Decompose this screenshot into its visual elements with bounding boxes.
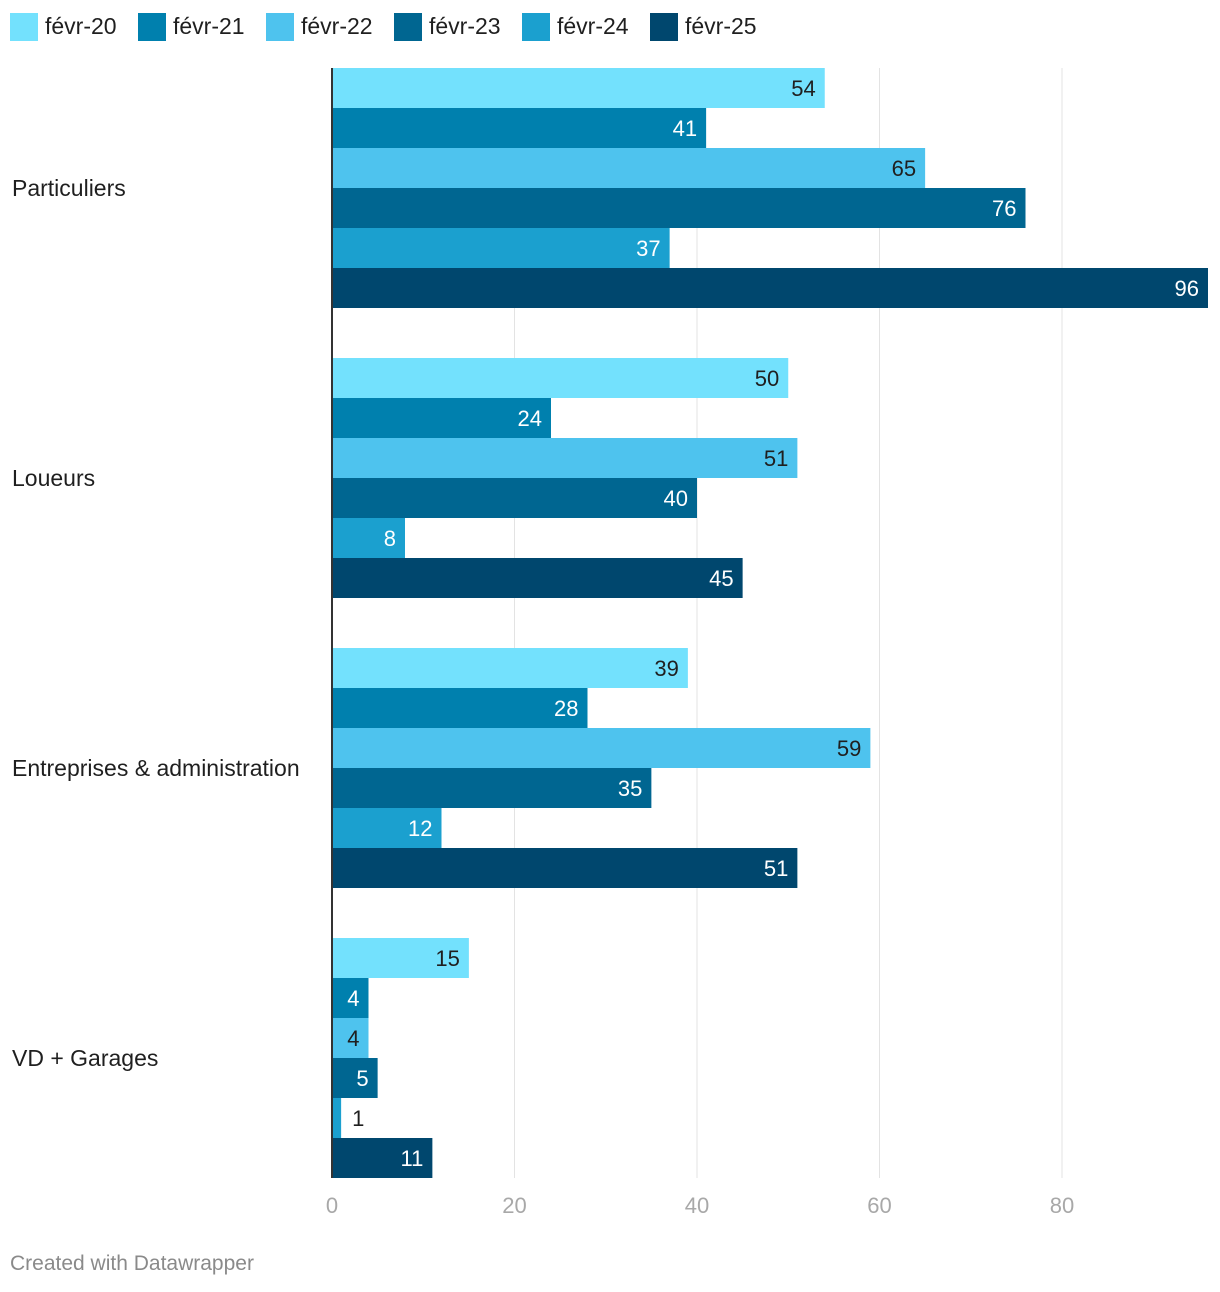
category-label: Loueurs: [12, 465, 95, 491]
bar-value-label: 54: [791, 76, 815, 101]
bar: [332, 108, 707, 148]
bar-value-label: 4: [347, 1026, 359, 1051]
footer-credit: Created with Datawrapper: [10, 1252, 254, 1275]
bar: [332, 1138, 433, 1178]
bar: [332, 938, 469, 978]
bar-value-label: 39: [654, 656, 678, 681]
bar: [332, 398, 551, 438]
bar: [332, 268, 1208, 308]
bar-value-label: 8: [384, 526, 396, 551]
category-labels: Particuliers Loueurs Entreprises & adminis…: [12, 175, 300, 1071]
x-tick-label: 80: [1050, 1193, 1074, 1218]
bar-value-label: 51: [764, 856, 788, 881]
legend-label: févr-23: [429, 13, 501, 39]
bar-value-label: 5: [356, 1066, 368, 1091]
bar: [332, 1098, 342, 1138]
category-label: VD + Garages: [12, 1045, 158, 1071]
bar-value-label: 76: [992, 196, 1016, 221]
bar-value-label: 4: [347, 986, 359, 1011]
x-tick-label: 20: [502, 1193, 526, 1218]
bar: [332, 978, 369, 1018]
legend-swatch: [10, 13, 38, 41]
x-tick-label: 40: [685, 1193, 709, 1218]
bar: [332, 1058, 378, 1098]
bar-value-label: 96: [1175, 276, 1199, 301]
bar: [332, 228, 670, 268]
bar: [332, 188, 1026, 228]
bar: [332, 768, 652, 808]
bar-value-label: 41: [673, 116, 697, 141]
legend-swatch: [138, 13, 166, 41]
legend-swatch: [650, 13, 678, 41]
bar: [332, 1018, 369, 1058]
bar-value-label: 11: [401, 1146, 424, 1171]
bar-value-label: 65: [892, 156, 916, 181]
legend: févr-20 févr-21 févr-22 févr-23 févr-24 févr-…: [10, 13, 757, 41]
bar-value-label: 40: [664, 486, 688, 511]
bar-value-label: 35: [618, 776, 642, 801]
bar-value-label: 15: [435, 946, 459, 971]
legend-label: févr-24: [557, 13, 629, 39]
x-axis-ticks: 0 20 40 60 80: [326, 1193, 1074, 1218]
bar: [332, 148, 926, 188]
grid: [514, 68, 1063, 1178]
bar: [332, 688, 588, 728]
bar: [332, 518, 405, 558]
bar: [332, 558, 743, 598]
bar: [332, 648, 688, 688]
bar: [332, 438, 798, 478]
bar: [332, 848, 798, 888]
bar-chart: févr-20 févr-21 févr-22 févr-23 févr-24 févr-…: [10, 13, 1208, 1218]
legend-label: févr-21: [173, 13, 245, 39]
bar-value-label: 59: [837, 736, 861, 761]
legend-swatch: [394, 13, 422, 41]
bar-value-label: 51: [764, 446, 788, 471]
legend-label: févr-20: [45, 13, 117, 39]
bar-value-label: 45: [709, 566, 733, 591]
legend-label: févr-25: [685, 13, 757, 39]
legend-label: févr-22: [301, 13, 373, 39]
bar-value-label: 24: [518, 406, 542, 431]
bar-value-label: 12: [408, 816, 432, 841]
legend-swatch: [266, 13, 294, 41]
category-label: Entreprises & administration: [12, 755, 300, 781]
bar: [332, 68, 825, 108]
bar: [332, 358, 789, 398]
x-tick-label: 60: [867, 1193, 891, 1218]
category-label: Particuliers: [12, 175, 126, 201]
bar-value-label: 1: [352, 1106, 364, 1131]
bars: 5441657637965024514084539285935125115445…: [332, 68, 1208, 1178]
bar: [332, 728, 871, 768]
legend-swatch: [522, 13, 550, 41]
bar: [332, 808, 442, 848]
bar: [332, 478, 697, 518]
bar-value-label: 37: [636, 236, 660, 261]
x-tick-label: 0: [326, 1193, 338, 1218]
bar-value-label: 50: [755, 366, 779, 391]
bar-value-label: 28: [554, 696, 578, 721]
